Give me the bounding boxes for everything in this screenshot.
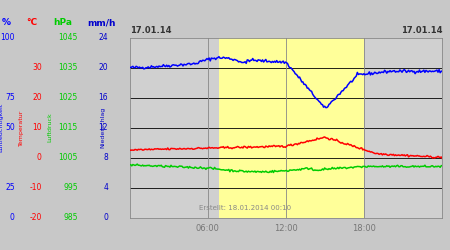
Text: 20: 20 (99, 63, 108, 72)
Text: Luftdruck: Luftdruck (47, 112, 52, 142)
Text: 8: 8 (103, 153, 108, 162)
Text: -20: -20 (30, 213, 42, 222)
Text: 30: 30 (32, 63, 42, 72)
Text: 20: 20 (32, 93, 42, 102)
Text: Luftfeuchtigkeit: Luftfeuchtigkeit (0, 103, 4, 152)
Text: 75: 75 (5, 93, 15, 102)
Text: mm/h: mm/h (88, 18, 116, 27)
Text: 985: 985 (63, 213, 78, 222)
Text: Erstellt: 18.01.2014 00:10: Erstellt: 18.01.2014 00:10 (199, 205, 292, 211)
Text: 1005: 1005 (58, 153, 78, 162)
Text: 0: 0 (10, 213, 15, 222)
Text: 995: 995 (63, 183, 78, 192)
Text: 12: 12 (99, 123, 108, 132)
Text: 10: 10 (32, 123, 42, 132)
Text: 25: 25 (5, 183, 15, 192)
Text: Temperatur: Temperatur (19, 109, 24, 146)
Text: %: % (2, 18, 11, 27)
Text: 50: 50 (5, 123, 15, 132)
Text: 0: 0 (37, 153, 42, 162)
Text: 16: 16 (99, 93, 108, 102)
Text: 0: 0 (103, 213, 108, 222)
Text: °C: °C (26, 18, 37, 27)
Text: 17.01.14: 17.01.14 (130, 26, 171, 35)
Text: 17.01.14: 17.01.14 (401, 26, 442, 35)
Text: -10: -10 (30, 183, 42, 192)
Text: 24: 24 (99, 33, 108, 42)
Text: 1035: 1035 (58, 63, 78, 72)
Text: Niederschlag: Niederschlag (100, 107, 105, 148)
Text: 1015: 1015 (58, 123, 78, 132)
Text: 1025: 1025 (58, 93, 78, 102)
Text: 4: 4 (103, 183, 108, 192)
Text: hPa: hPa (53, 18, 72, 27)
Text: 100: 100 (0, 33, 15, 42)
Text: 1045: 1045 (58, 33, 78, 42)
Bar (219, 38, 364, 218)
